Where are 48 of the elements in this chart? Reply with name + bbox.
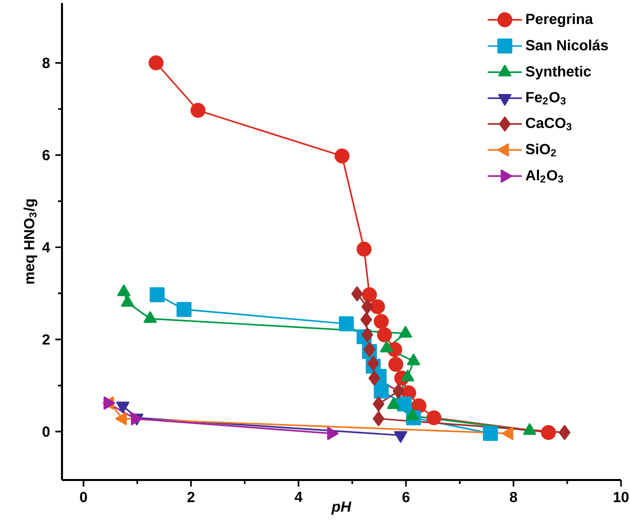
point: [482, 426, 498, 441]
point: [190, 102, 206, 118]
point: [338, 316, 354, 332]
point: [176, 302, 192, 317]
legend-label: Peregrina: [526, 13, 594, 28]
y-axis-title: meq HNO$_{3}$/g: [24, 199, 38, 284]
point: [374, 384, 389, 399]
point: [540, 425, 556, 440]
point: [426, 410, 442, 426]
point: [502, 426, 514, 440]
legend-label: Synthetic: [526, 66, 591, 80]
point: [392, 384, 404, 399]
point: [374, 314, 389, 329]
x-axis-title: pH: [331, 502, 352, 515]
point: [377, 327, 392, 342]
legend-label: CaCO$_{3}$: [526, 118, 572, 130]
point: [362, 299, 374, 314]
y-tick-label: 8: [42, 58, 50, 68]
point: [362, 287, 377, 302]
point: [367, 356, 380, 371]
point: [360, 312, 372, 328]
y-tick-label: 6: [42, 150, 50, 160]
point: [396, 396, 412, 412]
point: [148, 55, 164, 70]
legend-label: SiO$_{2}$: [526, 144, 556, 156]
point: [362, 327, 374, 342]
point: [356, 242, 372, 257]
point: [558, 425, 570, 440]
x-tick-label: 10: [614, 492, 629, 502]
point: [351, 286, 363, 302]
legend-label: Al$_{2}$O$_{3}$: [526, 170, 564, 183]
x-tick-label: 2: [187, 492, 194, 502]
legend-label: San Nicolás: [526, 40, 608, 50]
y-tick-label: 0: [42, 426, 50, 437]
point: [388, 356, 404, 372]
x-tick-label: 6: [402, 492, 410, 502]
x-tick-label: 8: [510, 492, 518, 502]
point: [334, 148, 350, 164]
y-tick-label: 4: [42, 242, 50, 252]
y-tick-label: 2: [42, 334, 50, 345]
point: [368, 370, 380, 386]
point: [150, 287, 165, 302]
point: [372, 411, 384, 426]
legend-label: Fe$_{2}$O$_{3}$: [526, 92, 566, 105]
point: [370, 299, 385, 314]
x-tick-label: 0: [80, 492, 87, 502]
x-tick-label: 4: [294, 492, 302, 502]
point: [372, 396, 384, 412]
